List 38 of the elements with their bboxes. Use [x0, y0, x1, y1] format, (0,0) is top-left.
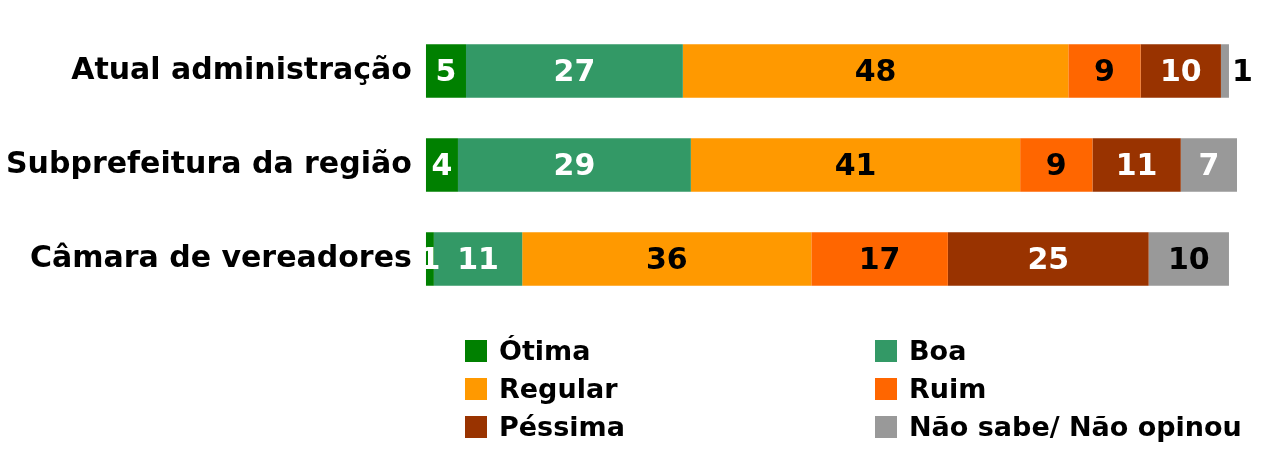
data-label: 29: [553, 146, 596, 182]
data-label: 17: [858, 240, 901, 276]
bar: [811, 232, 948, 286]
legend-label: Ótima: [499, 334, 591, 368]
y-tick-label: Câmara de vereadores: [29, 238, 412, 274]
bar: [690, 138, 1021, 192]
data-label: 48: [854, 52, 897, 88]
data-label: 5: [435, 52, 457, 88]
bar: [947, 232, 1149, 286]
data-label: 41: [834, 146, 877, 182]
data-label: 11: [1115, 146, 1158, 182]
data-label: 1: [1231, 52, 1253, 88]
bar: [522, 232, 812, 286]
data-label: 4: [431, 146, 453, 182]
data-label: 9: [1045, 146, 1067, 182]
y-tick-label: Subprefeitura da região: [5, 144, 412, 180]
bar: [1068, 44, 1141, 98]
bar: [682, 44, 1069, 98]
data-label: 27: [553, 52, 596, 88]
bar: [1020, 138, 1093, 192]
bar: [1180, 138, 1237, 192]
bar: [1220, 44, 1229, 98]
y-tick-label: Atual administração: [71, 50, 412, 86]
data-label: 25: [1027, 240, 1070, 276]
data-label: 10: [1167, 240, 1210, 276]
data-label: 7: [1198, 146, 1220, 182]
bar: [1092, 138, 1181, 192]
legend-label: Boa: [909, 334, 967, 368]
bar: [457, 138, 691, 192]
data-label: 10: [1159, 52, 1202, 88]
legend-label: Não sabe/ Não opinou: [909, 410, 1242, 444]
data-label: 11: [457, 240, 499, 276]
data-label: 9: [1094, 52, 1115, 88]
data-label: 36: [645, 240, 688, 276]
legend-label: Regular: [499, 372, 618, 406]
legend-label: Ruim: [909, 372, 987, 406]
legend-label: Péssima: [499, 410, 625, 444]
bar: [465, 44, 683, 98]
